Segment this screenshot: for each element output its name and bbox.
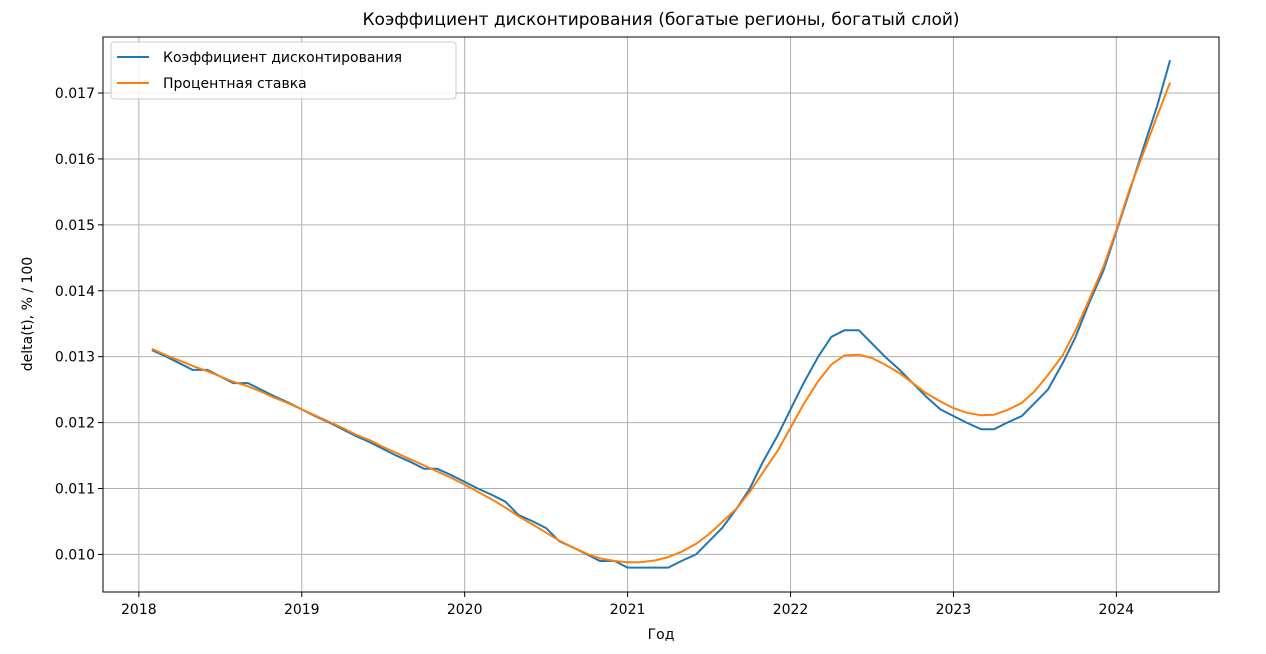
y-tick-label: 0.013 [55, 350, 95, 366]
y-tick-label: 0.014 [55, 284, 95, 300]
y-tick-label: 0.011 [55, 482, 95, 498]
x-axis-label: Год [648, 627, 675, 643]
y-tick-label: 0.010 [55, 547, 95, 563]
legend-label-1: Коэффициент дисконтирования [163, 50, 402, 66]
x-tick-label: 2022 [773, 602, 809, 618]
x-tick-label: 2020 [447, 602, 483, 618]
x-tick-label: 2019 [284, 602, 320, 618]
legend-box [110, 41, 457, 100]
plot-area [151, 59, 1172, 569]
legend-label-2: Процентная ставка [163, 76, 307, 92]
y-tick-label: 0.016 [55, 152, 95, 168]
x-tick-label: 2024 [1099, 602, 1135, 618]
legend: Коэффициент дисконтирования Процентная ст… [110, 41, 457, 100]
x-tick-label: 2023 [936, 602, 972, 618]
y-axis-label: delta(t), % / 100 [20, 257, 36, 371]
x-axis: 2018 2019 2020 2021 2022 2023 2024 [121, 592, 1134, 618]
series-line-2 [151, 82, 1172, 564]
grid [103, 37, 1219, 592]
x-tick-label: 2018 [121, 602, 157, 618]
y-axis: 0.010 0.011 0.012 0.013 0.014 0.015 0.016 0.017 [55, 86, 103, 563]
y-tick-label: 0.015 [55, 218, 95, 234]
x-tick-label: 2021 [610, 602, 646, 618]
y-tick-label: 0.017 [55, 86, 95, 102]
y-tick-label: 0.012 [55, 416, 95, 432]
chart-title: Коэффициент дисконтирования (богатые рег… [362, 10, 959, 30]
axes-frame [102, 36, 1220, 593]
